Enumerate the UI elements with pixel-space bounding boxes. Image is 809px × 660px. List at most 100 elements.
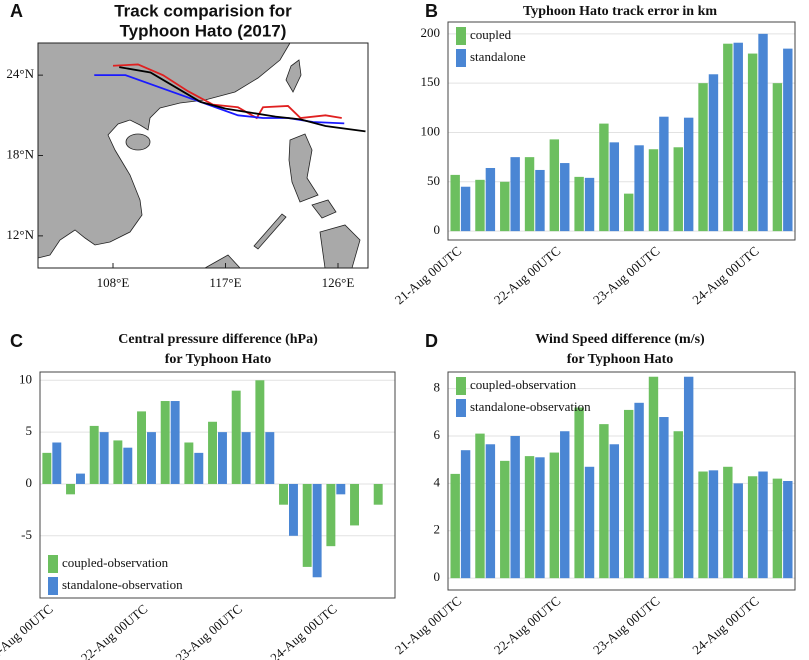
bar <box>584 466 595 579</box>
chart-title: Typhoon Hato (2017) <box>120 21 287 40</box>
y-tick-label: 6 <box>434 427 441 442</box>
x-tick-label: 117°E <box>209 275 241 290</box>
bar <box>574 407 584 579</box>
y-tick-label: 200 <box>421 25 441 40</box>
bar <box>241 432 251 484</box>
bar <box>52 442 62 484</box>
bar <box>634 145 644 232</box>
legend-label: coupled <box>470 27 512 42</box>
bar <box>510 435 520 579</box>
bar <box>194 452 204 484</box>
bar <box>747 53 758 232</box>
bar <box>673 431 683 579</box>
y-tick-label: 18°N <box>6 146 34 161</box>
bar <box>123 447 133 484</box>
bar <box>783 481 793 579</box>
chart-title: Typhoon Hato track error in km <box>523 4 717 19</box>
bar <box>758 33 768 232</box>
plot-frame <box>447 21 796 241</box>
bar <box>609 142 620 232</box>
bar <box>683 376 694 579</box>
legend-label: coupled-observation <box>470 377 577 392</box>
bar <box>460 186 471 232</box>
legend-swatch <box>456 377 466 395</box>
bar <box>574 176 584 232</box>
y-tick-label: 24°N <box>6 66 34 81</box>
luzon <box>288 133 319 203</box>
bar <box>747 476 758 579</box>
legend-label: standalone-observation <box>470 399 591 414</box>
y-tick-label: 100 <box>421 123 441 138</box>
bar <box>137 411 146 484</box>
bar <box>279 483 288 505</box>
bar <box>66 483 75 495</box>
y-tick-label: 50 <box>427 173 440 188</box>
bar <box>450 174 460 232</box>
bar <box>450 473 460 579</box>
taiwan <box>285 59 302 93</box>
bar <box>218 432 227 484</box>
chart-title: Wind Speed difference (m/s) <box>535 332 705 347</box>
y-tick-label: 5 <box>26 423 33 438</box>
bar <box>255 380 265 484</box>
plot-frame <box>447 371 796 591</box>
bar <box>584 177 595 232</box>
chart-title: Central pressure difference (hPa) <box>118 332 318 347</box>
bar <box>500 181 510 232</box>
bar <box>723 43 733 232</box>
track-line <box>119 66 366 133</box>
y-tick-label: 4 <box>434 474 441 489</box>
bar <box>683 117 694 232</box>
legend-label: standalone-observation <box>62 577 183 592</box>
bar <box>708 470 719 579</box>
bar <box>772 83 783 232</box>
bar <box>549 452 560 579</box>
map-land <box>37 42 361 269</box>
bar <box>326 483 336 547</box>
bar <box>599 424 609 579</box>
y-tick-label: 8 <box>434 380 441 395</box>
bar <box>302 483 312 567</box>
bar <box>648 376 659 579</box>
mindanao <box>319 224 361 269</box>
bar <box>609 444 620 579</box>
y-tick-label: 0 <box>434 569 441 584</box>
chart-title: for Typhoon Hato <box>165 352 272 367</box>
legend-swatch <box>48 555 58 573</box>
bar <box>698 471 708 579</box>
hainan <box>125 133 151 151</box>
bar <box>170 401 180 484</box>
bar <box>698 83 708 232</box>
legend-swatch <box>456 49 466 67</box>
bar <box>623 193 634 232</box>
panel-letter: C <box>10 331 23 351</box>
y-tick-label: 0 <box>434 222 441 237</box>
bar <box>772 478 783 579</box>
bar <box>510 157 520 232</box>
bar <box>549 139 560 232</box>
bar <box>560 163 570 232</box>
legend-label: standalone <box>470 49 526 64</box>
bar <box>89 425 99 484</box>
bar <box>485 167 496 232</box>
plot-frame <box>39 371 396 599</box>
bar <box>758 471 768 579</box>
panel-letter: B <box>425 1 438 21</box>
mainland <box>37 42 291 259</box>
y-tick-label: -5 <box>21 527 32 542</box>
bar <box>160 401 170 484</box>
y-tick-label: 150 <box>421 74 441 89</box>
chart-title: Track comparision for <box>114 1 292 20</box>
legend-swatch <box>48 577 58 595</box>
bar <box>524 456 535 579</box>
bar <box>475 433 485 579</box>
bar <box>336 483 346 495</box>
bar <box>648 149 659 232</box>
panel-letter: D <box>425 331 438 351</box>
bar <box>373 483 383 505</box>
bar <box>659 417 669 579</box>
x-tick-label: 126°E <box>322 275 355 290</box>
bar <box>673 147 683 232</box>
bar <box>312 483 322 578</box>
bar <box>634 402 644 579</box>
